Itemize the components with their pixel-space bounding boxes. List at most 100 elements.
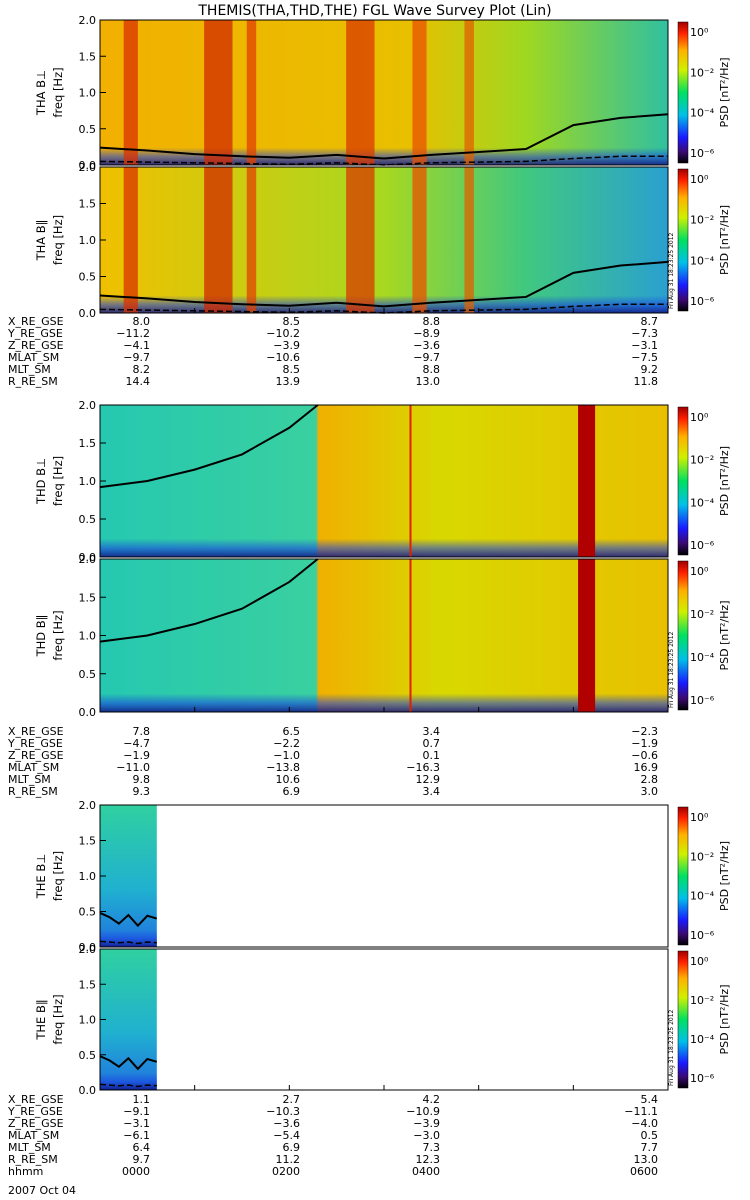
ephemeris-value: −11.1 xyxy=(624,1105,658,1118)
activity-band xyxy=(246,167,257,313)
y-tick-label: 1.0 xyxy=(79,475,97,488)
ephemeris-value: 0.1 xyxy=(423,749,441,762)
ephemeris-label: MLAT_SM xyxy=(8,761,59,774)
ephemeris-value: 6.5 xyxy=(283,725,301,738)
colorbar-tick-label: 10⁻² xyxy=(690,994,714,1007)
activity-band xyxy=(346,20,375,165)
ephemeris-value: 7.3 xyxy=(423,1141,441,1154)
ephemeris-value: 13.0 xyxy=(416,375,441,388)
ephemeris-value: 2.7 xyxy=(283,1093,301,1106)
gyrofrequency-trace xyxy=(99,558,319,643)
colorbar-tick-label: 10⁻⁶ xyxy=(690,694,715,707)
colorbar xyxy=(677,560,689,711)
ephemeris-value: 11.8 xyxy=(634,375,659,388)
colorbar-tick-label: 10⁻² xyxy=(690,66,714,79)
y-tick-label: 0.0 xyxy=(79,1084,97,1097)
colorbar-tick-label: 10⁻⁴ xyxy=(690,254,715,267)
colorbar-tick-label: 10⁰ xyxy=(690,955,709,968)
y-tick-label: 2.0 xyxy=(79,943,97,956)
ephemeris-value: 11.2 xyxy=(276,1153,301,1166)
y-axis-label: freq [Hz] xyxy=(51,67,65,117)
y-tick-label: 2.0 xyxy=(79,553,97,566)
ephemeris-label: X_RE_GSE xyxy=(8,1093,64,1106)
colorbar xyxy=(677,406,689,556)
ephemeris-value: −2.3 xyxy=(631,725,658,738)
colorbar-tick-label: 10⁰ xyxy=(690,811,709,824)
y-tick-label: 0.0 xyxy=(79,307,97,320)
ephemeris-value: −4.0 xyxy=(631,1117,658,1130)
ephemeris-value: 9.7 xyxy=(133,1153,151,1166)
ephemeris-label: MLAT_SM xyxy=(8,1129,59,1142)
ephemeris-value: −10.9 xyxy=(406,1105,440,1118)
ephemeris-value: −3.6 xyxy=(273,1117,300,1130)
colorbar-tick-label: 10⁰ xyxy=(690,173,709,186)
y-tick-label: 1.5 xyxy=(79,50,97,63)
ephemeris-value: −10.2 xyxy=(266,327,300,340)
ephemeris-label: MLT_SM xyxy=(8,773,51,786)
spectrogram-fill xyxy=(100,949,157,1090)
ephemeris-value: −11.0 xyxy=(116,761,150,774)
ephemeris-value: 8.2 xyxy=(133,363,151,376)
colorbar xyxy=(677,950,689,1089)
date-label: 2007 Oct 04 xyxy=(8,1184,76,1197)
activity-band xyxy=(204,20,233,165)
ephemeris-label: X_RE_GSE xyxy=(8,725,64,738)
activity-band xyxy=(346,167,375,313)
ephemeris-value: 0400 xyxy=(412,1165,440,1178)
ephemeris-value: 13.9 xyxy=(276,375,301,388)
ephemeris-value: 12.9 xyxy=(416,773,441,786)
ephemeris-value: 12.3 xyxy=(416,1153,441,1166)
ephemeris-value: 2.8 xyxy=(641,773,659,786)
ephemeris-label: MLT_SM xyxy=(8,1141,51,1154)
spectrogram-fill xyxy=(100,167,668,313)
panel-frame xyxy=(99,804,669,948)
timestamp-stamp: Fri Aug 31 18:23:25 2012 xyxy=(668,1009,675,1086)
colorbar-tick-label: 10⁻⁶ xyxy=(690,295,715,308)
y-tick-label: 0.5 xyxy=(79,123,97,136)
ephemeris-value: −16.3 xyxy=(406,761,440,774)
ephemeris-label: Y_RE_GSE xyxy=(7,327,63,340)
ephemeris-value: −0.6 xyxy=(631,749,658,762)
y-tick-label: 2.0 xyxy=(79,399,97,412)
colorbar-tick-label: 10⁻² xyxy=(690,608,714,621)
panel-tha-perp: 2.0 1.5 1.0 0.5 0.0 THA B⊥ freq [Hz] 10⁰ 10⁻² 10⁻… xyxy=(34,14,731,172)
y-tick-label: 1.5 xyxy=(79,978,97,991)
activity-band xyxy=(246,20,257,165)
ephemeris-label: Z_RE_GSE xyxy=(8,1117,64,1130)
ephemeris-value: 1.1 xyxy=(133,1093,151,1106)
colorbar-tick-label: 10⁻² xyxy=(690,454,714,467)
ephemeris-value: 0200 xyxy=(272,1165,300,1178)
colorbar-tick-label: 10⁻⁴ xyxy=(690,107,715,120)
colorbar-label: PSD [nT²/Hz] xyxy=(718,57,731,127)
ephemeris-value: 10.6 xyxy=(276,773,301,786)
y-tick-label: 2.0 xyxy=(79,161,97,174)
timestamp-stamp: Fri Aug 31 18:23:25 2012 xyxy=(668,232,675,309)
ephemeris-value: 8.5 xyxy=(283,315,301,328)
colorbar-tick-label: 10⁰ xyxy=(690,565,709,578)
ephemeris-label: Y_RE_GSE xyxy=(7,1105,63,1118)
ephemeris-value: 0600 xyxy=(630,1165,658,1178)
ephemeris-value: −3.1 xyxy=(123,1117,150,1130)
y-tick-label: 0.5 xyxy=(79,271,97,284)
y-tick-label: 0.0 xyxy=(79,706,97,719)
ephemeris-value: −10.3 xyxy=(266,1105,300,1118)
ephemeris-value: 3.0 xyxy=(641,785,659,798)
panel-thd-perp: 2.0 1.5 1.0 0.5 0.0 THD B⊥ freq [Hz] 10⁰ 10⁻² 10⁻… xyxy=(34,399,731,564)
gyrofrequency-trace xyxy=(99,404,319,489)
y-tick-label: 1.5 xyxy=(79,591,97,604)
colorbar-label: PSD [nT²/Hz] xyxy=(718,600,731,670)
y-tick-label: 0.0 xyxy=(79,941,97,954)
ephemeris-value: 6.9 xyxy=(283,1141,301,1154)
ephemeris-value: −9.7 xyxy=(123,351,150,364)
ephemeris-label: MLAT_SM xyxy=(8,351,59,364)
colorbar xyxy=(677,21,689,164)
panel-label: THA B∥ xyxy=(34,220,48,262)
colorbar xyxy=(677,168,689,312)
ephemeris-value: 3.4 xyxy=(423,785,441,798)
ephemeris-value: 4.2 xyxy=(423,1093,441,1106)
colorbar xyxy=(677,806,689,946)
ephemeris-value: 6.9 xyxy=(283,785,301,798)
gyrofrequency-dashed-trace xyxy=(99,1083,157,1088)
ephemeris-value: −3.1 xyxy=(631,339,658,352)
colorbar-tick-label: 10⁻⁶ xyxy=(690,1072,715,1085)
